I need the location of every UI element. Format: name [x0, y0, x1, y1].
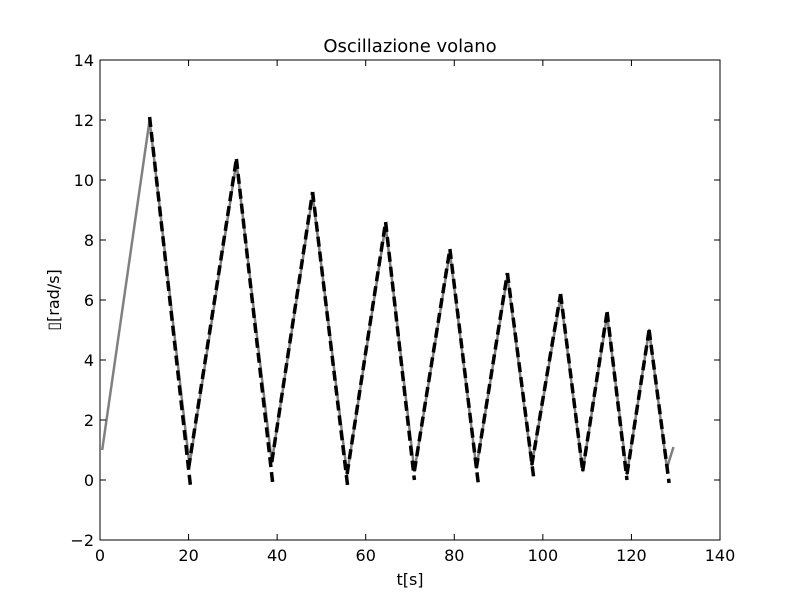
series-line-dashed-segment	[530, 293, 563, 466]
series-layer	[100, 116, 675, 490]
series-line-dashed-segment	[345, 221, 388, 475]
series-line-dashed-segment	[186, 158, 239, 469]
x-tick-label: 100	[528, 546, 559, 565]
y-tick-label: 14	[74, 51, 94, 70]
y-tick-label: 8	[84, 231, 94, 250]
series-line-dashed-segment	[383, 221, 417, 481]
x-axis-label: t[s]	[396, 570, 423, 589]
series-line-dashed-segment	[625, 329, 651, 475]
x-tick-label: 20	[178, 546, 198, 565]
y-tick-label: 12	[74, 111, 94, 130]
series-line-dashed-segment	[474, 272, 510, 469]
x-tick-label: 40	[267, 546, 287, 565]
y-axis-label: ▯[rad/s]	[44, 269, 63, 331]
x-tick-label: 120	[616, 546, 647, 565]
y-tick-label: 0	[84, 471, 94, 490]
series-line-dashed-segment	[270, 191, 315, 463]
y-tick-label: 2	[84, 411, 94, 430]
series-line-dashed-segment	[605, 311, 629, 481]
series-line-dashed-segment	[448, 248, 481, 487]
series-line-dashed-segment	[505, 272, 536, 481]
y-tick-label: 10	[74, 171, 94, 190]
series-line-dashed-segment	[147, 116, 193, 490]
x-tick-label: 140	[705, 546, 736, 565]
x-tick-label: 80	[444, 546, 464, 565]
series-line-dashed-segment	[580, 311, 609, 472]
series-line-dashed-segment	[310, 191, 350, 490]
y-tick-label: 6	[84, 291, 94, 310]
series-line-dashed-segment	[647, 329, 671, 484]
x-tick-label: 0	[95, 546, 105, 565]
series-line-dashed-segment	[412, 248, 452, 472]
chart-title: Oscillazione volano	[323, 36, 496, 57]
series-line-dashed-segment	[234, 158, 275, 484]
x-tick-label: 60	[356, 546, 376, 565]
y-tick-label: −2	[70, 531, 94, 550]
y-tick-label: 4	[84, 351, 94, 370]
